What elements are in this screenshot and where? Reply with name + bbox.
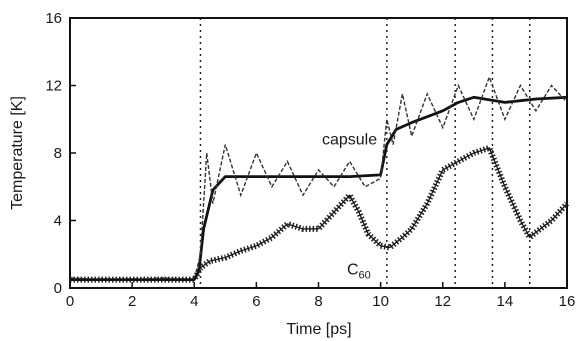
y-tick-label: 0 [54,280,62,297]
x-tick-label: 4 [190,293,198,310]
x-tick-label: 10 [372,293,389,310]
plot-area [69,17,568,289]
axis-labels: Time [ps] Temperature [K] [9,96,352,338]
x-tick-label: 16 [559,293,576,310]
series-layer [69,75,570,283]
x-tick-label: 0 [66,293,74,310]
x-tick-label: 6 [252,293,260,310]
series-capsule-fluctuation [69,75,568,281]
y-tick-label: 8 [54,145,62,162]
x-axis-label: Time [ps] [286,321,351,338]
x-tick-label: 12 [434,293,451,310]
y-tick-label: 12 [45,78,62,95]
ticks: 0 2 4 6 8 10 12 14 16 0 4 8 12 16 [45,10,575,310]
y-tick-label: 4 [54,213,62,230]
annotation-capsule: capsule [322,132,377,149]
y-axis-label: Temperature [K] [9,96,26,210]
x-tick-label: 14 [497,293,514,310]
plot-frame [69,17,568,289]
x-tick-label: 8 [314,293,322,310]
x-tick-label: 2 [128,293,136,310]
series-c60 [70,147,568,281]
y-tick-label: 16 [45,10,62,27]
annotation-subscript: 60 [359,270,371,282]
